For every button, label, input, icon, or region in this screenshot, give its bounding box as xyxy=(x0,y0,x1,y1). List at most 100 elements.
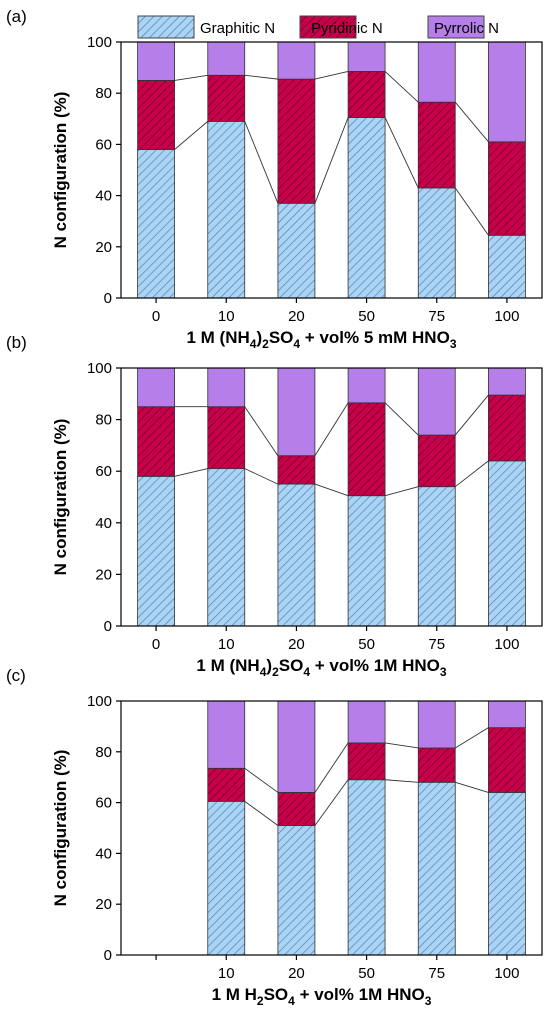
bar-graphitic xyxy=(277,483,316,627)
connector-line-pyridinic xyxy=(314,742,349,793)
bar-graphitic xyxy=(347,495,386,627)
bar-pyridinic xyxy=(207,74,246,122)
legend-item-pyrrolic: Pyrrolic N xyxy=(427,15,499,39)
bar-pyrrolic xyxy=(277,700,316,793)
x-tick-label: 10 xyxy=(218,636,235,653)
bar-pyridinic xyxy=(277,792,316,826)
connector-line-pyridinic xyxy=(384,71,419,103)
bar-pyridinic xyxy=(137,80,175,150)
y-tick-label: 20 xyxy=(95,566,112,583)
connector-line-graphitic xyxy=(244,800,279,826)
x-tick-label: 50 xyxy=(358,965,375,982)
connector-line-pyridinic xyxy=(314,71,349,80)
bar-graphitic xyxy=(137,149,175,299)
bar-pyrrolic xyxy=(207,367,246,408)
y-tick-label: 40 xyxy=(95,188,112,205)
bar-graphitic xyxy=(488,234,526,299)
bar-pyrrolic xyxy=(137,367,175,408)
bar-pyridinic xyxy=(488,394,526,462)
bar-pyridinic xyxy=(417,434,456,488)
bar-pyrrolic xyxy=(207,41,246,76)
x-tick-label: 100 xyxy=(494,965,519,982)
x-tick-label: 0 xyxy=(152,308,160,325)
y-tick-label: 20 xyxy=(95,239,112,256)
bar-pyridinic xyxy=(347,402,386,497)
y-tick-label: 60 xyxy=(95,795,112,812)
x-tick-label: 75 xyxy=(428,636,445,653)
y-tick-label: 20 xyxy=(95,896,112,913)
bar-pyridinic xyxy=(488,727,526,793)
connector-line-pyridinic xyxy=(384,402,419,436)
bar-pyrrolic xyxy=(347,41,386,72)
connector-line-graphitic xyxy=(384,117,419,189)
y-tick-label: 0 xyxy=(104,947,112,964)
y-tick-label: 40 xyxy=(95,515,112,532)
y-axis-title: N configuration (%) xyxy=(51,750,70,907)
bar-pyrrolic xyxy=(347,367,386,404)
connector-line-graphitic xyxy=(174,468,208,477)
x-axis-title: 1 M (NH4)2SO4 + vol% 5 mM HNO3 xyxy=(187,328,457,351)
y-tick-label: 100 xyxy=(87,693,112,710)
y-tick-label: 60 xyxy=(95,463,112,480)
x-tick-label: 50 xyxy=(358,308,375,325)
bar-pyridinic xyxy=(347,742,386,781)
bar-pyrrolic xyxy=(417,41,456,103)
legend-swatch-graphitic xyxy=(137,15,195,39)
bar-graphitic xyxy=(347,779,386,956)
chart-panel: (c) 0 20 40 60 80 100 10 20 50 75 100 N configuratio… xyxy=(6,666,543,1008)
bar-pyrrolic xyxy=(417,700,456,749)
legend-item-graphitic: Graphitic N xyxy=(137,15,275,39)
bar-graphitic xyxy=(277,202,316,299)
bar-pyrrolic xyxy=(277,41,316,80)
chart-panel: (a) 0 20 40 60 80 100 0 10 20 50 75 100 N configurati… xyxy=(6,7,543,351)
y-tick-label: 80 xyxy=(95,744,112,761)
connector-line-graphitic xyxy=(384,486,419,497)
bar-graphitic xyxy=(488,792,526,956)
y-axis-title: N configuration (%) xyxy=(51,92,70,249)
x-tick-label: 50 xyxy=(358,636,375,653)
x-tick-label: 0 xyxy=(152,636,160,653)
legend-label-graphitic: Graphitic N xyxy=(200,20,275,37)
legend-swatch-pyridinic xyxy=(299,15,357,39)
legend-item-pyridinic: Pyridinic N xyxy=(299,15,383,39)
panel-label: (a) xyxy=(6,7,27,26)
chart-panel: (b) 0 20 40 60 80 100 0 10 20 50 75 100 N configurati… xyxy=(6,333,543,679)
bar-pyridinic xyxy=(347,71,386,118)
connector-line-pyridinic xyxy=(244,767,279,793)
bar-pyridinic xyxy=(277,78,316,204)
bar-pyridinic xyxy=(488,141,526,236)
x-axis-title: 1 M H2SO4 + vol% 1M HNO3 xyxy=(212,985,432,1008)
connector-line-graphitic xyxy=(455,781,489,793)
connector-line-pyridinic xyxy=(244,406,279,456)
bar-graphitic xyxy=(207,120,246,299)
x-tick-label: 20 xyxy=(288,965,305,982)
x-tick-label: 20 xyxy=(288,636,305,653)
connector-line-pyridinic xyxy=(174,74,208,81)
y-tick-label: 0 xyxy=(104,290,112,307)
connector-line-pyridinic xyxy=(454,101,489,143)
connector-line-graphitic xyxy=(314,483,349,497)
connector-line-pyridinic xyxy=(455,727,489,749)
y-tick-label: 80 xyxy=(95,85,112,102)
x-tick-label: 10 xyxy=(218,308,235,325)
y-tick-label: 100 xyxy=(87,34,112,51)
bar-pyrrolic xyxy=(347,700,386,744)
y-tick-label: 40 xyxy=(95,845,112,862)
bar-graphitic xyxy=(207,800,246,956)
x-tick-label: 75 xyxy=(428,308,445,325)
y-tick-label: 80 xyxy=(95,412,112,429)
plot-frame xyxy=(120,367,543,627)
connector-line-graphitic xyxy=(385,779,419,783)
y-axis-title: N configuration (%) xyxy=(51,419,70,576)
connector-line-pyridinic xyxy=(244,74,278,80)
connector-line-graphitic xyxy=(314,117,349,204)
connector-line-graphitic xyxy=(314,779,349,826)
connector-line-pyridinic xyxy=(314,402,349,456)
bar-pyridinic xyxy=(207,406,246,470)
connector-line-pyridinic xyxy=(385,742,419,749)
bar-graphitic xyxy=(137,475,175,627)
bar-pyrrolic xyxy=(137,41,175,81)
bar-pyridinic xyxy=(277,455,316,485)
bar-graphitic xyxy=(277,825,316,956)
